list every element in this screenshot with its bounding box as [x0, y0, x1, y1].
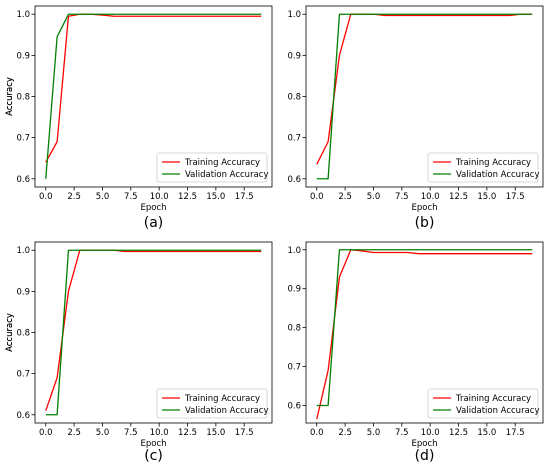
legend-box	[156, 152, 268, 183]
chart-panel-2: 0.0 2.5 5.0 7.5 10.0 12.5 15.0 17.5 0.6 0.7 0.8 0.9…	[5, 5, 544, 231]
legend-box	[427, 152, 539, 183]
x-tick-label: 17.5	[235, 192, 254, 202]
x-tick-label: 7.5	[395, 428, 409, 438]
x-tick-label: 2.5	[338, 192, 352, 202]
x-tick-label: 7.5	[124, 192, 138, 202]
legend-label: Validation Accuracy	[456, 406, 539, 416]
x-tick-label: 5.0	[367, 192, 381, 202]
x-axis-label: Epoch	[140, 439, 166, 449]
x-tick-label: 12.5	[178, 192, 197, 202]
y-tick-label: 0.8	[16, 93, 30, 103]
x-tick-label: 17.5	[506, 428, 525, 438]
panel-caption: (c)	[144, 448, 163, 464]
chart-panel-3: 0.0 2.5 5.0 7.5 10.0 12.5 15.0 17.5 0.6 0.7 0.8 0.9…	[5, 241, 273, 464]
x-tick-label: 0.0	[39, 428, 53, 438]
series-line-validation	[45, 249, 262, 416]
chart-panel-1: 0.0 2.5 5.0 7.5 10.0 12.5 15.0 17.5 0.6 0.7 0.8 0.9…	[5, 5, 273, 231]
x-tick-label: 0.0	[39, 192, 53, 202]
panel-caption: (a)	[144, 215, 164, 231]
x-axis-label: Epoch	[411, 439, 437, 449]
y-tick-label: 0.8	[287, 324, 301, 334]
legend: Training Accuracy Validation Accuracy	[156, 388, 268, 419]
y-tick-label: 1.0	[287, 10, 301, 20]
legend: Training Accuracy Validation Accuracy	[427, 388, 539, 419]
series-line-training	[316, 13, 533, 165]
legend-label: Training Accuracy	[455, 158, 531, 168]
legend-label: Validation Accuracy	[185, 406, 268, 416]
x-tick-label: 12.5	[449, 192, 468, 202]
y-tick-label: 0.8	[16, 329, 30, 339]
panel-caption: (b)	[415, 215, 435, 231]
x-tick-label: 5.0	[96, 428, 110, 438]
y-tick-label: 0.6	[16, 175, 30, 185]
series-line-training	[45, 249, 262, 411]
x-tick-label: 2.5	[67, 428, 81, 438]
legend: Training Accuracy Validation Accuracy	[156, 152, 268, 183]
legend-label: Training Accuracy	[184, 394, 260, 404]
x-tick-label: 10.0	[150, 428, 169, 438]
y-tick-label: 0.7	[287, 134, 301, 144]
x-axis-label: Epoch	[411, 203, 437, 213]
x-tick-label: 12.5	[449, 428, 468, 438]
x-tick-label: 10.0	[421, 192, 440, 202]
y-tick-label: 0.9	[287, 51, 301, 61]
series-line-validation	[316, 249, 533, 407]
y-tick-label: 0.6	[16, 411, 30, 421]
legend-label: Validation Accuracy	[456, 170, 539, 180]
y-tick-label: 0.7	[16, 134, 30, 144]
x-tick-label: 15.0	[206, 428, 225, 438]
x-tick-label: 0.0	[310, 428, 324, 438]
y-tick-label: 1.0	[16, 10, 30, 20]
y-tick-label: 1.0	[16, 246, 30, 256]
legend-box	[156, 388, 268, 419]
y-tick-label: 0.9	[16, 287, 30, 297]
plot-frame	[305, 241, 544, 424]
y-tick-label: 0.9	[287, 285, 301, 295]
x-tick-label: 17.5	[506, 192, 525, 202]
x-tick-label: 17.5	[235, 428, 254, 438]
x-tick-label: 15.0	[477, 192, 496, 202]
y-tick-label: 1.0	[287, 246, 301, 256]
panel-caption: (d)	[415, 448, 435, 464]
x-tick-label: 7.5	[124, 428, 138, 438]
y-tick-label: 0.7	[287, 363, 301, 373]
chart-panel-4: 0.0 2.5 5.0 7.5 10.0 12.5 15.0 17.5 0.6 0.7 0.8 0.9…	[5, 241, 544, 464]
y-axis-label: Accuracy	[5, 313, 15, 352]
x-tick-label: 12.5	[178, 428, 197, 438]
x-tick-label: 10.0	[150, 192, 169, 202]
x-tick-label: 2.5	[67, 192, 81, 202]
series-line-validation	[316, 13, 533, 180]
x-tick-label: 15.0	[477, 428, 496, 438]
y-tick-label: 0.6	[287, 175, 301, 185]
y-axis-label: Accuracy	[5, 77, 15, 116]
x-tick-label: 5.0	[96, 192, 110, 202]
legend-label: Validation Accuracy	[185, 170, 268, 180]
y-axis-label: Accuracy	[5, 313, 15, 352]
legend-label: Training Accuracy	[455, 394, 531, 404]
x-tick-label: 7.5	[395, 192, 409, 202]
x-tick-label: 0.0	[310, 192, 324, 202]
series-line-validation	[45, 13, 262, 179]
y-tick-label: 0.8	[287, 93, 301, 103]
x-tick-label: 5.0	[367, 428, 381, 438]
y-tick-label: 0.9	[16, 51, 30, 61]
x-axis-label: Epoch	[140, 203, 166, 213]
x-tick-label: 2.5	[338, 428, 352, 438]
y-axis-label: Accuracy	[5, 77, 15, 116]
legend: Training Accuracy Validation Accuracy	[427, 152, 539, 183]
x-tick-label: 10.0	[421, 428, 440, 438]
legend-label: Training Accuracy	[184, 158, 260, 168]
series-line-training	[45, 13, 262, 163]
y-tick-label: 0.7	[16, 370, 30, 380]
legend-box	[427, 388, 539, 419]
y-tick-label: 0.6	[287, 401, 301, 411]
x-tick-label: 15.0	[206, 192, 225, 202]
